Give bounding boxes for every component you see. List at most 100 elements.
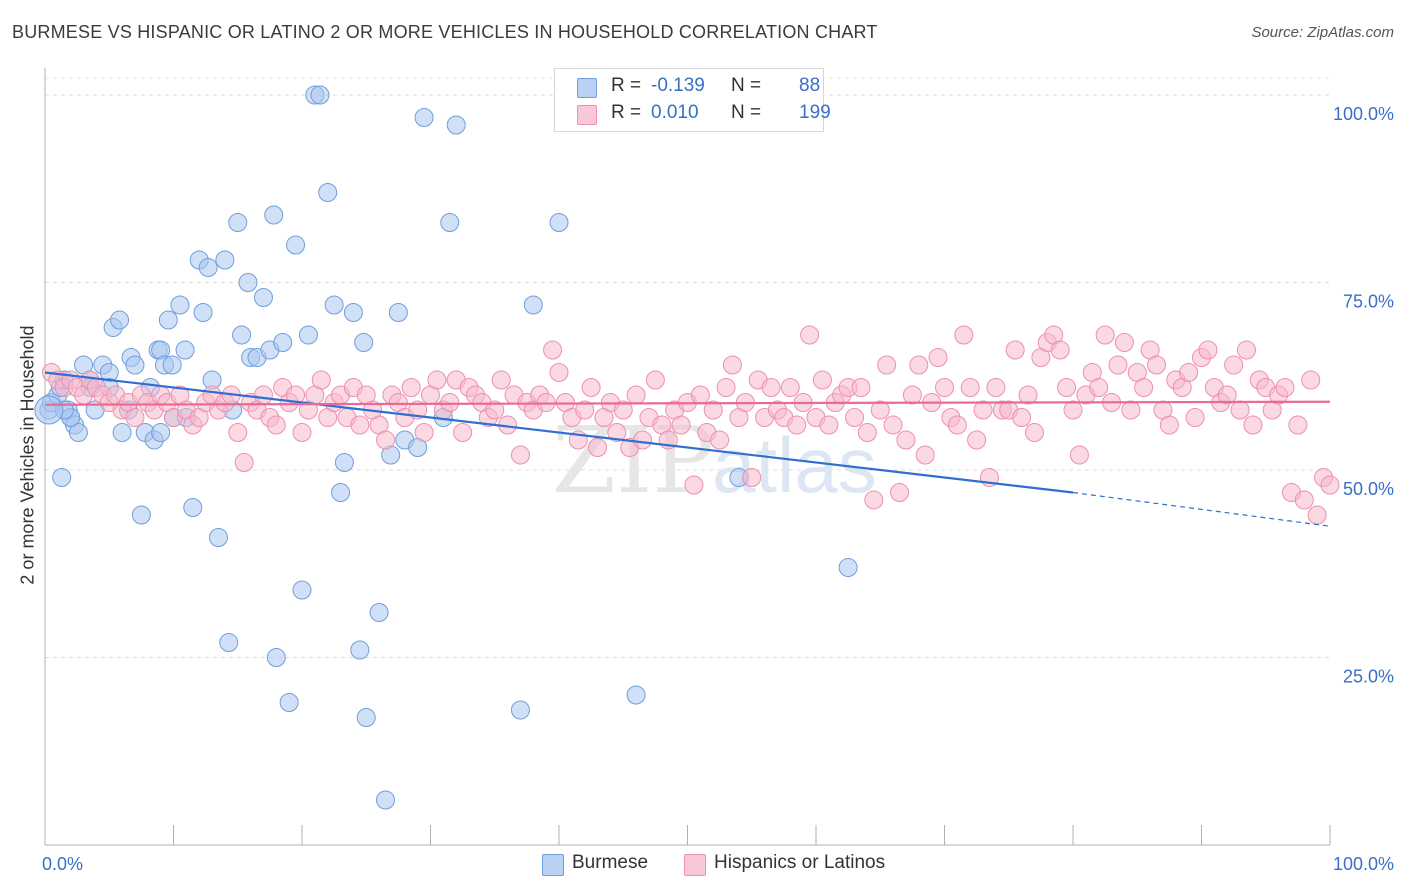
data-point bbox=[722, 355, 742, 375]
data-point bbox=[1108, 355, 1128, 375]
data-point bbox=[613, 400, 633, 420]
data-point bbox=[954, 325, 974, 345]
data-point bbox=[960, 378, 980, 397]
data-point bbox=[645, 370, 665, 390]
data-point bbox=[710, 430, 730, 450]
data-point bbox=[491, 370, 511, 390]
data-point bbox=[543, 340, 563, 360]
data-point bbox=[1050, 340, 1070, 360]
data-point bbox=[607, 423, 627, 442]
data-point bbox=[253, 385, 273, 405]
tick-labels: 25.0% 50.0% 75.0% 100.0% 0.0% 100.0% bbox=[42, 104, 1394, 874]
data-point bbox=[125, 355, 145, 375]
axes bbox=[44, 68, 1331, 846]
data-point bbox=[401, 378, 421, 397]
trend-lines bbox=[44, 371, 1331, 527]
y-tick-label: 100.0% bbox=[1333, 104, 1394, 124]
data-point bbox=[1185, 408, 1205, 427]
data-point bbox=[350, 415, 370, 435]
legend-n-value: 88 bbox=[799, 75, 821, 96]
legend-swatch-hispanic bbox=[577, 105, 597, 125]
data-point bbox=[523, 295, 543, 315]
data-point bbox=[800, 325, 820, 345]
data-point bbox=[819, 415, 839, 435]
burmese-trend-extension bbox=[1072, 491, 1331, 527]
data-point bbox=[510, 700, 530, 720]
data-point bbox=[318, 183, 338, 202]
data-point bbox=[890, 483, 910, 502]
data-point bbox=[151, 423, 171, 442]
data-point bbox=[1301, 370, 1321, 390]
data-point bbox=[690, 385, 710, 405]
data-point bbox=[1159, 415, 1179, 435]
data-point bbox=[1224, 355, 1244, 375]
data-point bbox=[1236, 340, 1256, 360]
data-point bbox=[510, 445, 530, 465]
data-point bbox=[376, 430, 396, 450]
data-point bbox=[125, 408, 145, 427]
data-point bbox=[928, 348, 948, 367]
burmese-trend-line bbox=[44, 371, 1074, 494]
data-point bbox=[947, 415, 967, 435]
data-point bbox=[198, 258, 218, 277]
data-point bbox=[208, 528, 228, 547]
data-point bbox=[902, 385, 922, 405]
watermark-atlas: atlas bbox=[712, 421, 877, 509]
data-point bbox=[633, 430, 653, 450]
data-point bbox=[414, 423, 434, 442]
data-point bbox=[446, 115, 466, 135]
legend-n-label: N = bbox=[731, 102, 762, 123]
data-point bbox=[883, 415, 903, 435]
data-point bbox=[1307, 505, 1327, 525]
data-point bbox=[626, 685, 646, 705]
data-point bbox=[671, 415, 691, 435]
data-point bbox=[1018, 385, 1038, 405]
data-point bbox=[780, 378, 800, 397]
data-point bbox=[52, 468, 72, 487]
data-point bbox=[857, 423, 877, 442]
data-point bbox=[162, 355, 182, 375]
data-point bbox=[626, 385, 646, 405]
data-point bbox=[354, 333, 374, 352]
data-point bbox=[1179, 363, 1199, 382]
data-point bbox=[549, 363, 569, 382]
legend-r-label: R = bbox=[611, 75, 642, 96]
data-point bbox=[1288, 415, 1308, 435]
data-point bbox=[376, 790, 396, 810]
data-point bbox=[838, 558, 858, 577]
data-point bbox=[219, 633, 239, 652]
data-point bbox=[787, 415, 807, 435]
data-point bbox=[1230, 400, 1250, 420]
data-point bbox=[292, 580, 312, 600]
bottom-legend-swatch-hispanic bbox=[684, 854, 706, 876]
chart-title: BURMESE VS HISPANIC OR LATINO 2 OR MORE … bbox=[12, 22, 878, 42]
data-point bbox=[877, 355, 897, 375]
data-point bbox=[273, 333, 293, 352]
data-point bbox=[110, 310, 130, 330]
data-point bbox=[851, 378, 871, 397]
data-point bbox=[1217, 385, 1237, 405]
data-point bbox=[350, 640, 370, 660]
data-point bbox=[1024, 423, 1044, 442]
data-point bbox=[1095, 325, 1115, 345]
data-point bbox=[264, 205, 284, 225]
data-point bbox=[1069, 445, 1089, 465]
data-point bbox=[253, 288, 273, 307]
data-point bbox=[1275, 378, 1295, 397]
x-tick-label-max: 100.0% bbox=[1333, 854, 1394, 874]
data-point bbox=[298, 325, 318, 345]
hispanic-series bbox=[41, 325, 1340, 525]
legend-swatch-burmese bbox=[577, 78, 597, 98]
y-tick-label: 75.0% bbox=[1343, 292, 1394, 312]
bottom-legend-swatch-burmese bbox=[542, 854, 564, 876]
data-point bbox=[286, 235, 306, 255]
data-point bbox=[453, 423, 473, 442]
data-point bbox=[427, 370, 447, 390]
data-point bbox=[870, 400, 890, 420]
data-point bbox=[915, 445, 935, 465]
data-point bbox=[388, 303, 408, 322]
data-point bbox=[588, 438, 608, 457]
data-point bbox=[193, 303, 213, 322]
data-point bbox=[812, 370, 832, 390]
data-point bbox=[279, 693, 299, 712]
